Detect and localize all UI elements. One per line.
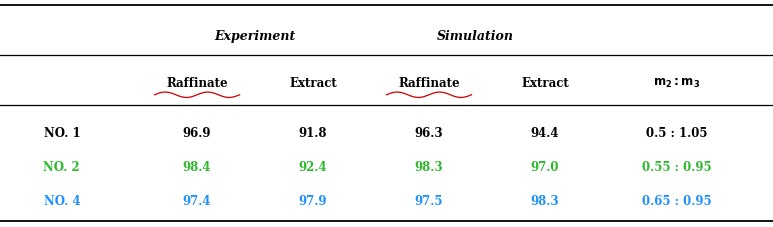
Text: Extract: Extract <box>521 76 569 89</box>
Text: Extract: Extract <box>289 76 337 89</box>
Text: 0.55 : 0.95: 0.55 : 0.95 <box>642 160 711 173</box>
Text: $\mathbf{m_2 : m_3}$: $\mathbf{m_2 : m_3}$ <box>653 76 700 89</box>
Text: 92.4: 92.4 <box>298 160 328 173</box>
Text: Raffinate: Raffinate <box>398 76 460 89</box>
Text: 97.9: 97.9 <box>299 194 327 207</box>
Text: Simulation: Simulation <box>437 30 514 43</box>
Text: 97.5: 97.5 <box>415 194 443 207</box>
Text: 96.3: 96.3 <box>414 126 444 139</box>
Text: 98.3: 98.3 <box>414 160 444 173</box>
Text: 98.4: 98.4 <box>183 160 211 173</box>
Text: NO. 1: NO. 1 <box>43 126 80 139</box>
Text: Experiment: Experiment <box>214 30 296 43</box>
Text: 96.9: 96.9 <box>183 126 211 139</box>
Text: 0.5 : 1.05: 0.5 : 1.05 <box>645 126 707 139</box>
Text: 97.4: 97.4 <box>183 194 211 207</box>
Text: 98.3: 98.3 <box>530 194 560 207</box>
Text: Raffinate: Raffinate <box>166 76 228 89</box>
Text: 0.65 : 0.95: 0.65 : 0.95 <box>642 194 711 207</box>
Text: NO. 4: NO. 4 <box>43 194 80 207</box>
Text: 94.4: 94.4 <box>531 126 559 139</box>
Text: NO. 2: NO. 2 <box>43 160 80 173</box>
Text: 91.8: 91.8 <box>299 126 327 139</box>
Text: 97.0: 97.0 <box>531 160 559 173</box>
